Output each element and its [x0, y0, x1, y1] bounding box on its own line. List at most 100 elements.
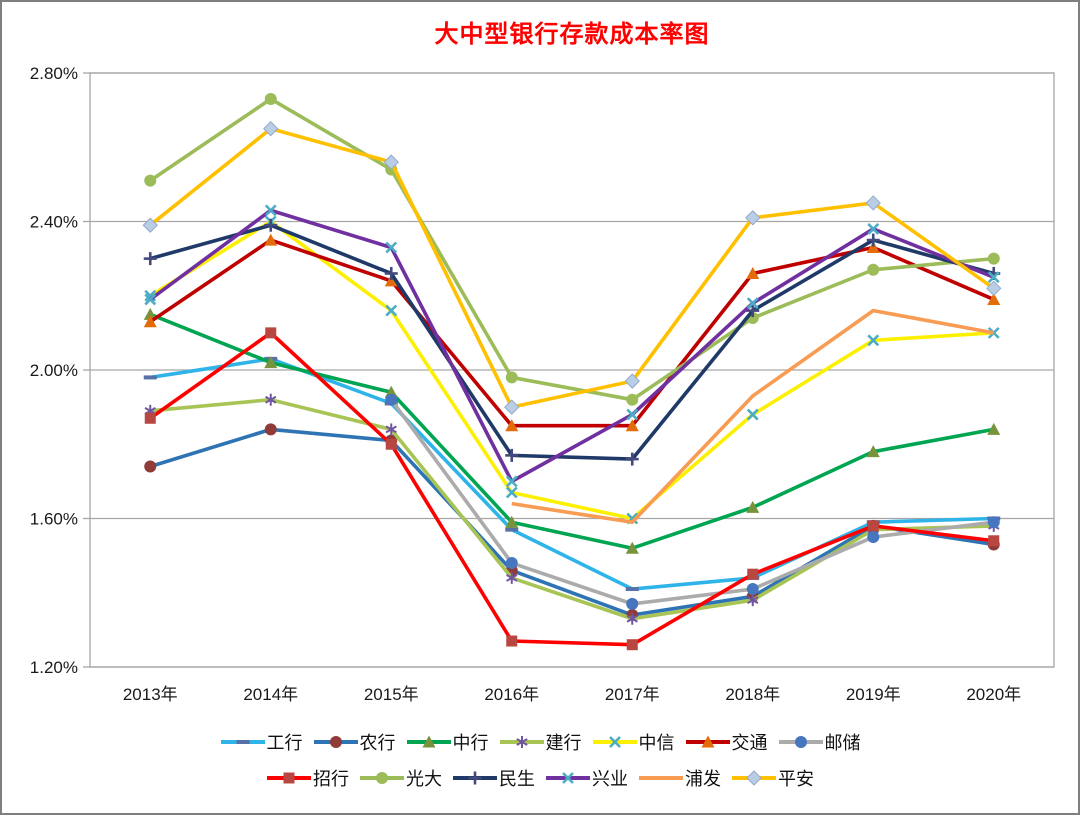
legend-marker-icon-abc	[313, 736, 358, 748]
legend-item-psbc: 邮储	[778, 729, 861, 755]
series-line-boc	[143, 307, 1001, 554]
y-axis-tick-label: 2.80%	[30, 64, 78, 83]
data-point-marker-abc	[144, 460, 157, 473]
data-point-marker-psbc	[385, 393, 398, 406]
legend-marker-icon-psbc	[778, 736, 823, 748]
data-point-marker-ccb	[385, 423, 397, 436]
legend-label-icbc: 工行	[266, 733, 303, 753]
data-point-marker-bocom	[143, 315, 157, 328]
data-point-marker-psbc	[626, 597, 639, 610]
x-axis-tick-label: 2020年	[966, 685, 1021, 704]
legend-marker-icon-minsheng	[453, 771, 497, 785]
y-axis-tick-label: 2.40%	[30, 213, 78, 232]
legend-label-cmb: 招行	[313, 769, 349, 789]
chart-title: 大中型银行存款成本率图	[434, 22, 710, 48]
data-point-marker-icbc	[143, 375, 157, 380]
legend-item-ccb: 建行	[499, 729, 582, 755]
x-axis-tick-label: 2015年	[364, 685, 419, 704]
chart-legend: 工行 农行 中行 建行 中信 交通 邮储 招行 光大 民生 兴业 浦发 平安	[2, 724, 1078, 796]
x-axis-tick-label: 2017年	[605, 685, 660, 704]
x-axis-tick-label: 2013年	[123, 685, 178, 704]
legend-item-cib: 兴业	[545, 765, 628, 791]
legend-item-bocom: 交通	[685, 729, 768, 755]
series-line-psbc	[385, 393, 1000, 610]
data-point-marker-cmb	[144, 412, 156, 424]
data-point-marker-bocom	[505, 419, 519, 432]
legend-marker-icon-pingan	[732, 770, 776, 786]
data-point-marker-pingan	[383, 154, 399, 170]
legend-item-boc: 中行	[406, 729, 489, 755]
data-point-marker-ceb	[987, 252, 1000, 265]
data-point-marker-pingan	[504, 399, 520, 415]
data-point-marker-ccb	[265, 393, 277, 406]
y-axis-tick-label: 1.60%	[30, 510, 78, 529]
legend-item-ceb: 光大	[359, 765, 442, 791]
data-point-marker-citic	[746, 408, 759, 421]
legend-item-spdb: 浦发	[638, 765, 721, 791]
legend-marker-icon-boc	[406, 735, 451, 748]
legend-marker-icon-ccb	[499, 736, 544, 748]
data-point-marker-ceb	[626, 393, 639, 406]
data-point-marker-boc	[505, 515, 519, 528]
data-point-marker-boc	[143, 307, 157, 320]
data-point-marker-minsheng	[384, 266, 398, 280]
x-axis-tick-label: 2016年	[484, 685, 539, 704]
data-point-marker-cmb	[626, 639, 638, 651]
data-point-marker-cmb	[747, 568, 759, 580]
legend-label-minsheng: 民生	[499, 769, 535, 789]
data-point-marker-citic	[505, 486, 518, 499]
data-point-marker-ccb	[506, 571, 518, 584]
data-point-marker-bocom	[987, 292, 1001, 305]
data-point-marker-minsheng	[625, 452, 639, 466]
data-point-marker-bocom	[866, 240, 880, 253]
data-point-marker-pingan	[865, 195, 881, 211]
data-point-marker-psbc	[746, 583, 759, 596]
data-point-marker-pingan	[745, 210, 761, 226]
data-point-marker-pingan	[986, 280, 1002, 297]
data-point-marker-minsheng	[746, 304, 760, 318]
legend-label-ccb: 建行	[545, 733, 582, 753]
x-axis-tick-label: 2018年	[725, 685, 780, 704]
legend-row: 工行 农行 中行 建行 中信 交通 邮储	[2, 724, 1078, 760]
data-point-marker-boc	[625, 541, 639, 554]
data-point-marker-boc	[264, 356, 278, 369]
legend-label-boc: 中行	[452, 733, 489, 753]
data-point-marker-boc	[866, 445, 880, 458]
data-point-marker-psbc	[505, 557, 518, 570]
legend-marker-icon-cmb	[267, 772, 311, 784]
legend-marker-icon-citic	[592, 736, 637, 748]
data-point-marker-minsheng	[866, 233, 880, 247]
data-point-marker-ccb	[626, 612, 638, 625]
data-point-marker-ceb	[264, 92, 277, 105]
data-point-marker-pingan	[624, 373, 640, 389]
data-point-marker-psbc	[867, 531, 880, 544]
x-axis-tick-label: 2019年	[846, 685, 901, 704]
data-point-marker-cib	[144, 293, 157, 306]
data-point-marker-pingan	[142, 217, 158, 233]
legend-marker-icon-icbc	[220, 740, 265, 744]
legend-item-citic: 中信	[592, 729, 675, 755]
data-point-marker-pingan	[263, 120, 279, 137]
data-point-marker-ceb	[505, 371, 518, 384]
data-point-marker-boc	[746, 500, 760, 513]
series-line-minsheng	[143, 218, 1001, 466]
data-point-marker-boc	[987, 422, 1001, 435]
data-point-marker-cib	[746, 297, 759, 310]
data-point-marker-icbc	[625, 587, 639, 592]
legend-item-cmb: 招行	[266, 765, 349, 791]
data-point-marker-psbc	[987, 516, 1000, 529]
data-point-marker-cib	[385, 241, 398, 254]
data-point-marker-cmb	[506, 635, 518, 647]
legend-label-bocom: 交通	[731, 733, 768, 753]
data-point-marker-bocom	[625, 419, 639, 432]
legend-item-minsheng: 民生	[452, 765, 535, 791]
data-point-marker-abc	[264, 423, 277, 436]
data-point-marker-bocom	[746, 266, 760, 279]
legend-label-cib: 兴业	[592, 769, 628, 789]
plot-border	[89, 72, 1055, 668]
legend-row: 招行 光大 民生 兴业 浦发 平安	[2, 760, 1078, 796]
data-point-marker-ceb	[867, 263, 880, 276]
data-point-marker-cib	[987, 271, 1000, 284]
x-axis-tick-label: 2014年	[243, 685, 298, 704]
